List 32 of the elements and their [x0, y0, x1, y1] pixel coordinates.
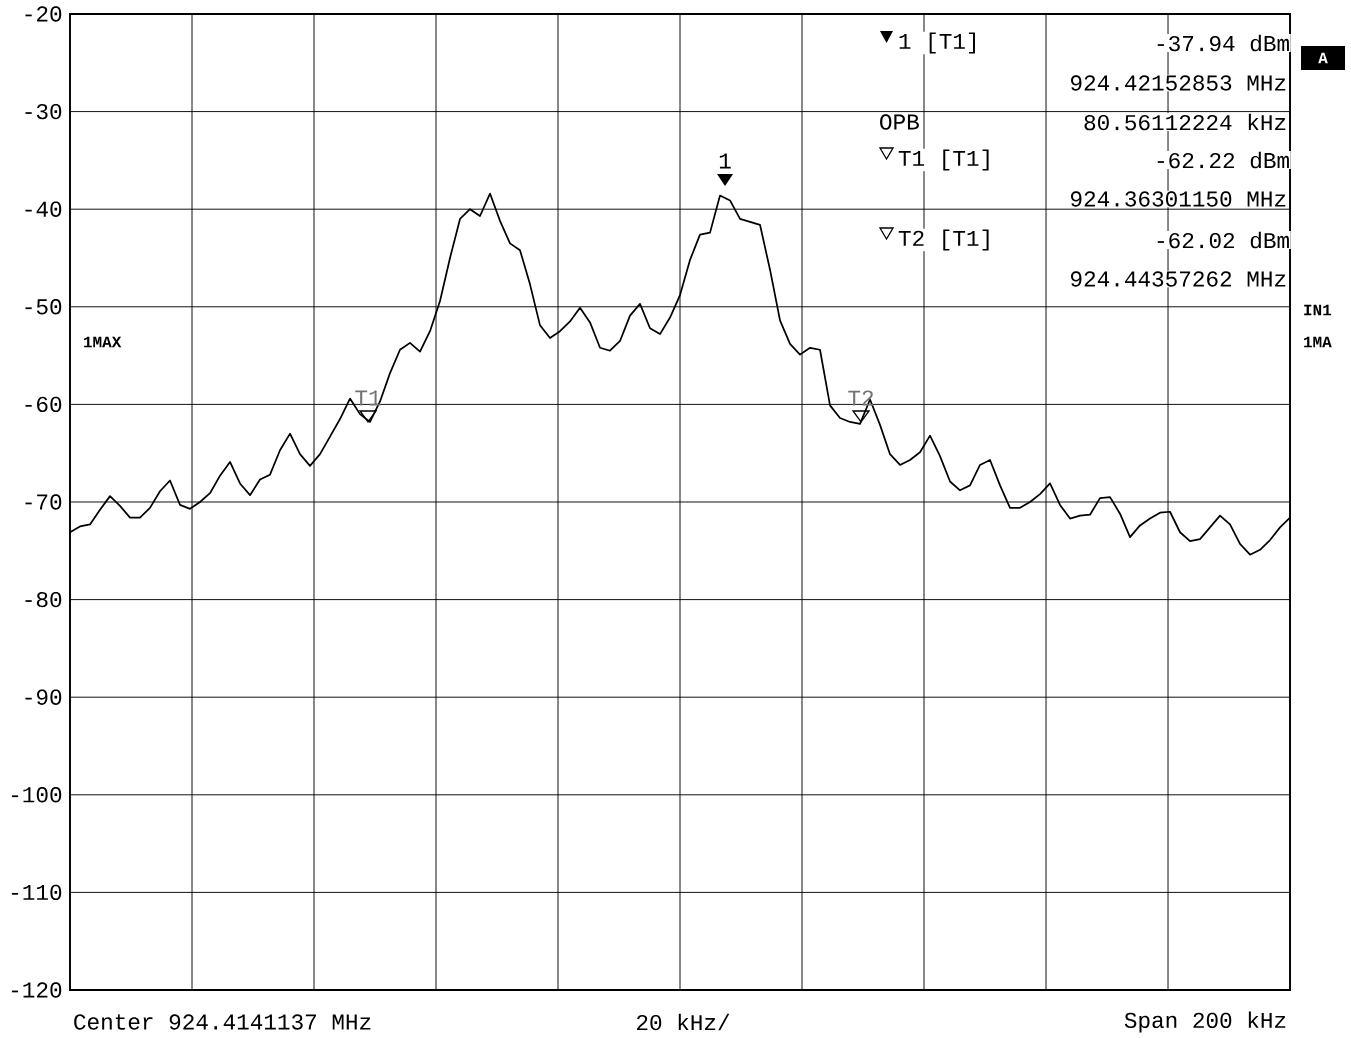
annotation: 924.42152853 MHz [1071, 75, 1286, 91]
text: Span 200 kHz [1124, 1011, 1286, 1033]
y-tick-label: -90 [25, 689, 62, 705]
y-tick-label: -70 [25, 494, 62, 510]
annotation: 1MAX [84, 336, 122, 348]
annotation: 924.44357262 MHz [1071, 271, 1286, 287]
text: Center 924.4141137 MHz [74, 1014, 371, 1030]
y-tick-label: -40 [25, 201, 62, 217]
annotation: 80.56112224 kHz [1084, 113, 1286, 131]
annotation: -62.22 dBm [1157, 151, 1289, 169]
text: 20 kHz/ [636, 1013, 730, 1031]
annotation: T1 [T1] [898, 149, 989, 171]
annotation: 924.36301150 MHz [1071, 191, 1286, 207]
annotation: T2 [848, 390, 874, 406]
text: A [1318, 52, 1328, 64]
annotation: OPB [880, 114, 919, 130]
annotation: T2 [T1] [898, 229, 989, 251]
y-tick-label: -110 [11, 884, 62, 901]
annotation: 1 [T1] [899, 32, 975, 54]
annotation: -37.94 dBm [1157, 34, 1289, 52]
annotation: T1 [355, 390, 381, 406]
text: IN1 [1304, 304, 1332, 316]
y-tick-label: -50 [25, 299, 62, 315]
annotation: -62.02 dBm [1157, 231, 1289, 249]
y-tick-label: -20 [25, 6, 62, 22]
annotation: 1 [719, 153, 731, 169]
y-tick-label: -60 [25, 396, 62, 413]
text: 1MA [1304, 336, 1332, 348]
y-tick-label: -80 [25, 591, 62, 608]
y-tick-label: -100 [11, 787, 62, 803]
y-tick-label: -30 [25, 103, 62, 120]
y-tick-label: -120 [11, 982, 62, 998]
